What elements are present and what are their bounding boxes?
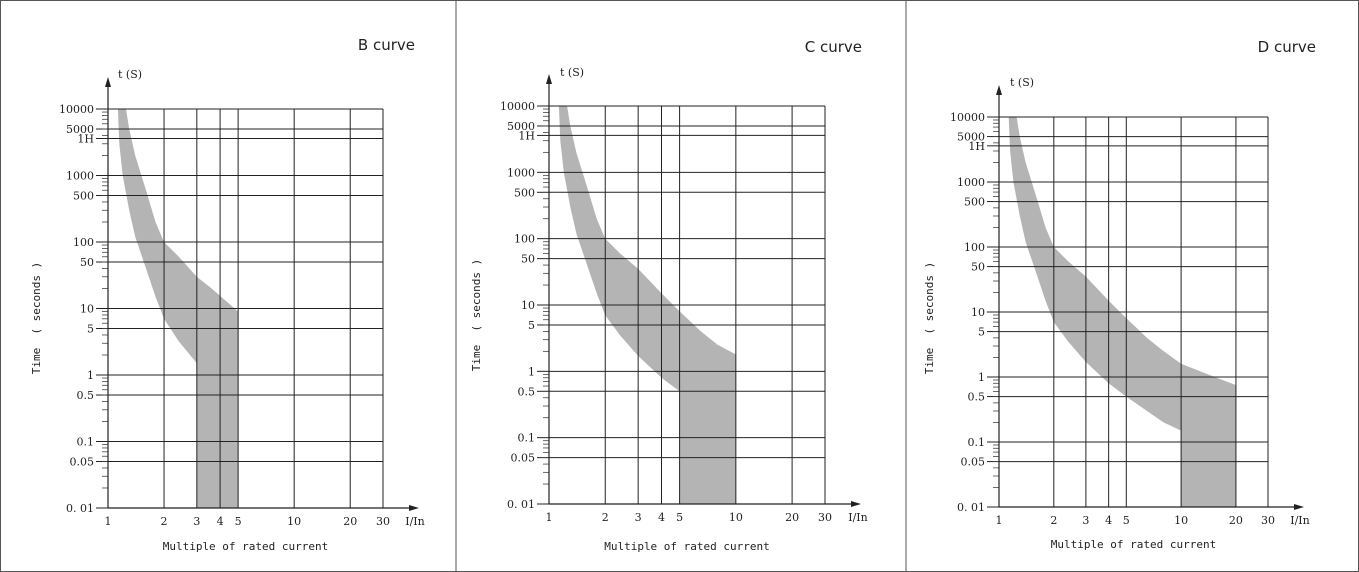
y-tick-label: 5 [978, 326, 985, 339]
y-tick-label: 10 [971, 306, 985, 319]
y-axis-arrow [105, 77, 111, 87]
x-axis-arrow [1294, 504, 1304, 510]
x-tick-label: 10 [1174, 514, 1188, 527]
y-unit-label: t (S) [560, 66, 584, 79]
y-tick-label: 10 [521, 299, 535, 312]
x-tick-label: 10 [287, 515, 301, 528]
y-tick-label: 5000 [66, 123, 94, 136]
trip-band [1008, 117, 1236, 507]
x-tick-label: 5 [676, 511, 683, 524]
y-axis-arrow [996, 85, 1002, 95]
y-tick-label: 5 [87, 323, 94, 336]
chart-title: D curve [1258, 38, 1316, 56]
y-tick-label: 0.1 [77, 436, 95, 449]
x-tick-label: 4 [217, 515, 224, 528]
y-tick-label: 1000 [507, 166, 535, 179]
y-tick-label: 500 [514, 186, 535, 199]
y-axis-title: Time ( seconds ) [923, 262, 936, 375]
y-tick-label: 1 [978, 371, 985, 384]
chart-2: 1 2 3 4 5 10 20 301000050001H10005001005010510.… [923, 38, 1316, 551]
y-tick-label: 50 [80, 256, 94, 269]
y-tick-label: 0. 01 [507, 498, 535, 511]
y-tick-label: 500 [73, 190, 94, 203]
y-tick-label: 100 [964, 241, 985, 254]
x-axis-arrow [851, 501, 861, 507]
y-axis-title: Time ( seconds ) [30, 262, 43, 375]
x-tick-label: 3 [635, 511, 642, 524]
y-tick-label: 1H [77, 133, 94, 146]
y-tick-label: 0.1 [518, 432, 536, 445]
x-tick-label: 20 [343, 515, 357, 528]
y-tick-label: 50 [971, 261, 985, 274]
chart-title: C curve [805, 38, 862, 56]
chart-0: 1 2 3 4 5 10 20 301000050001H10005001005010510.… [30, 36, 425, 553]
y-tick-label: 500 [964, 196, 985, 209]
y-axis-arrow [546, 74, 552, 84]
y-tick-label: 0. 01 [66, 502, 94, 515]
x-tick-label: 5 [235, 515, 242, 528]
y-axis-title: Time ( seconds ) [470, 259, 483, 372]
x-tick-label: 1 [546, 511, 553, 524]
x-tick-label: 4 [658, 511, 665, 524]
x-tick-label: 30 [1261, 514, 1275, 527]
y-tick-label: 5000 [507, 120, 535, 133]
x-tick-label: 20 [785, 511, 799, 524]
x-tick-label: 3 [1082, 514, 1089, 527]
y-tick-label: 1000 [66, 170, 94, 183]
x-tick-label: 2 [161, 515, 168, 528]
y-tick-label: 0.05 [70, 456, 95, 469]
y-tick-label: 10 [80, 303, 94, 316]
x-tick-label: 20 [1229, 514, 1243, 527]
x-unit-label: I/In [848, 511, 867, 524]
y-tick-label: 1H [968, 140, 985, 153]
chart-1: 1 2 3 4 5 10 20 301000050001H10005001005010510.… [470, 38, 868, 553]
y-tick-label: 1000 [957, 176, 985, 189]
x-tick-label: 4 [1105, 514, 1112, 527]
y-unit-label: t (S) [118, 68, 142, 81]
y-tick-label: 0.05 [961, 456, 986, 469]
y-tick-label: 5000 [957, 131, 985, 144]
y-tick-label: 5 [528, 319, 535, 332]
y-tick-label: 0. 01 [957, 501, 985, 514]
x-tick-label: 30 [376, 515, 390, 528]
y-tick-label: 1H [518, 129, 535, 142]
x-tick-label: 10 [729, 511, 743, 524]
y-tick-label: 10000 [59, 103, 94, 116]
y-tick-label: 100 [514, 233, 535, 246]
x-axis-title: Multiple of rated current [604, 540, 770, 553]
x-tick-label: 2 [602, 511, 609, 524]
y-tick-label: 0.5 [968, 391, 986, 404]
x-unit-label: I/In [1290, 514, 1309, 527]
x-tick-label: 3 [193, 515, 200, 528]
y-tick-label: 0.5 [518, 385, 536, 398]
x-tick-label: 2 [1050, 514, 1057, 527]
y-tick-label: 0.5 [77, 389, 95, 402]
y-tick-label: 0.05 [511, 452, 536, 465]
y-tick-label: 100 [73, 236, 94, 249]
chart-title: B curve [358, 36, 415, 54]
y-unit-label: t (S) [1010, 76, 1034, 89]
y-tick-label: 1 [528, 365, 535, 378]
y-tick-label: 1 [87, 369, 94, 382]
x-tick-label: 1 [996, 514, 1003, 527]
x-unit-label: I/In [405, 515, 424, 528]
x-tick-label: 30 [818, 511, 832, 524]
y-tick-label: 0.1 [968, 436, 986, 449]
x-axis-arrow [409, 505, 419, 511]
y-tick-label: 10000 [500, 100, 535, 113]
y-tick-label: 10000 [950, 111, 985, 124]
x-tick-label: 1 [105, 515, 112, 528]
x-axis-title: Multiple of rated current [1051, 538, 1217, 551]
y-tick-label: 50 [521, 253, 535, 266]
x-axis-title: Multiple of rated current [163, 540, 329, 553]
x-tick-label: 5 [1123, 514, 1130, 527]
